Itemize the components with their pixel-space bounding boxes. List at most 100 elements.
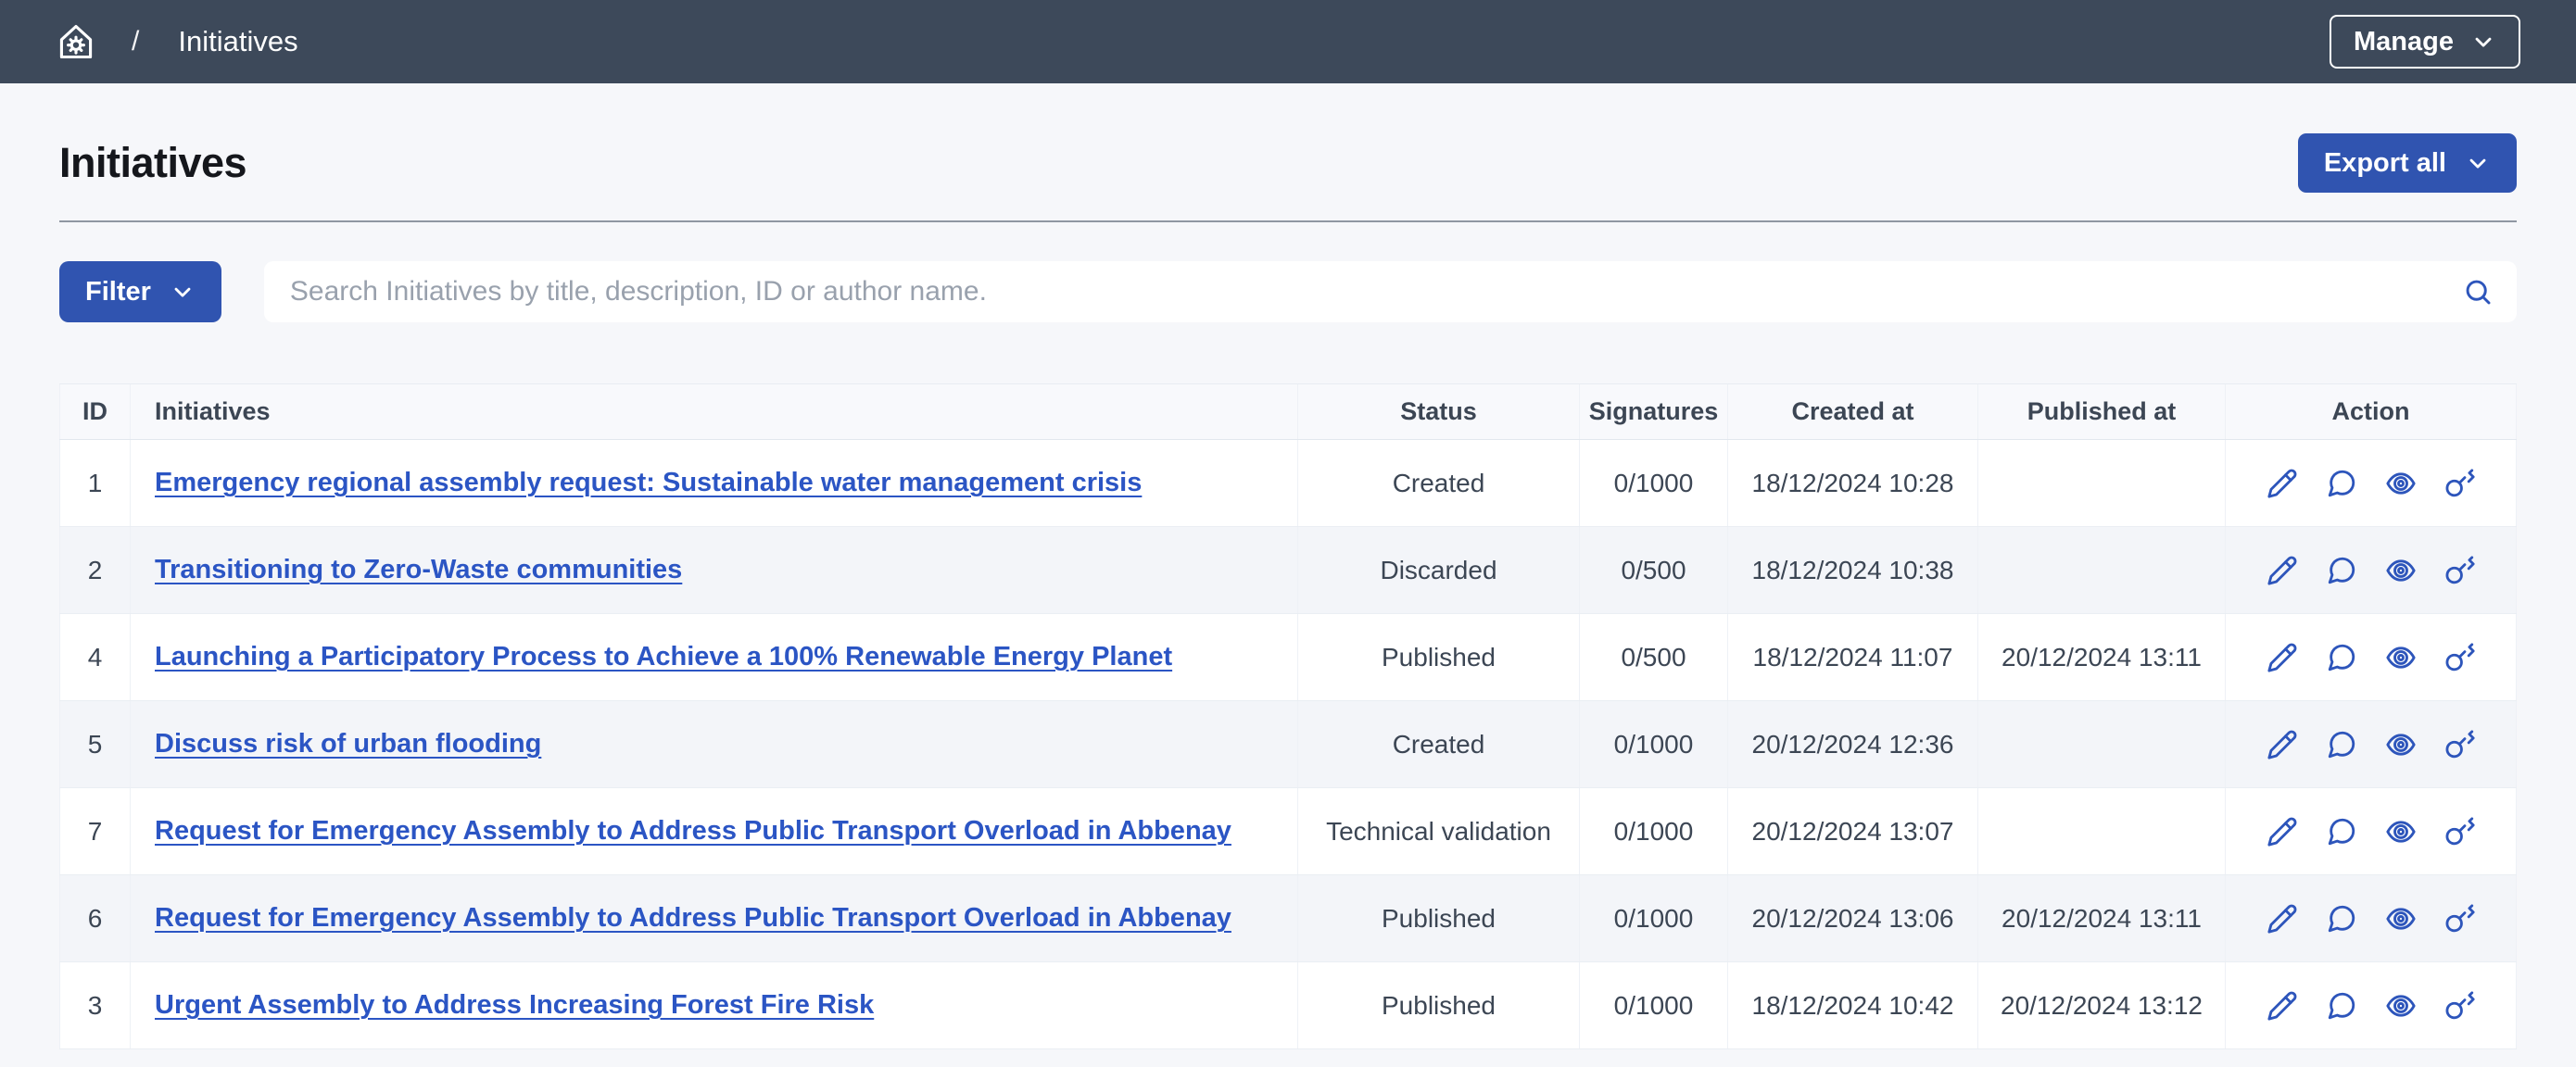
cell-published-at xyxy=(1977,526,2226,614)
cell-published-at xyxy=(1977,700,2226,788)
page-title: Initiatives xyxy=(59,139,247,186)
search-input[interactable] xyxy=(263,261,2517,322)
cell-published-at xyxy=(1977,787,2226,875)
initiative-link[interactable]: Request for Emergency Assembly to Addres… xyxy=(155,903,1231,933)
cell-signatures: 0/1000 xyxy=(1579,439,1728,527)
table-row: 1 Emergency regional assembly request: S… xyxy=(59,439,2517,527)
cell-created-at: 20/12/2024 13:06 xyxy=(1727,874,1978,962)
cell-created-at: 18/12/2024 10:42 xyxy=(1727,961,1978,1049)
preview-button[interactable] xyxy=(2385,642,2417,673)
speech-bubble-icon xyxy=(2326,992,2357,1024)
edit-button[interactable] xyxy=(2267,642,2298,673)
cell-published-at: 20/12/2024 13:12 xyxy=(1977,961,2226,1049)
table-row: 7 Request for Emergency Assembly to Addr… xyxy=(59,787,2517,875)
column-header-initiatives: Initiatives xyxy=(130,383,1298,440)
top-navbar: / Initiatives Manage xyxy=(0,0,2576,83)
pencil-icon xyxy=(2267,730,2298,763)
speech-bubble-icon xyxy=(2326,644,2357,676)
column-header-published-at: Published at xyxy=(1977,383,2226,440)
answer-button[interactable] xyxy=(2326,816,2357,847)
chevron-down-icon xyxy=(2470,29,2496,55)
edit-button[interactable] xyxy=(2267,816,2298,847)
permissions-button[interactable] xyxy=(2444,468,2476,499)
cell-id: 1 xyxy=(59,439,131,527)
cell-signatures: 0/1000 xyxy=(1579,961,1728,1049)
key-icon xyxy=(2444,642,2476,676)
permissions-button[interactable] xyxy=(2444,729,2476,760)
table-header-row: ID Initiatives Status Signatures Created… xyxy=(59,383,2517,440)
preview-button[interactable] xyxy=(2385,555,2417,586)
preview-button[interactable] xyxy=(2385,990,2417,1022)
cell-status: Published xyxy=(1297,613,1580,701)
permissions-button[interactable] xyxy=(2444,642,2476,673)
cell-status: Discarded xyxy=(1297,526,1580,614)
search-icon[interactable] xyxy=(2463,277,2493,307)
preview-button[interactable] xyxy=(2385,729,2417,760)
preview-button[interactable] xyxy=(2385,468,2417,499)
initiative-link[interactable]: Request for Emergency Assembly to Addres… xyxy=(155,816,1231,846)
cell-created-at: 18/12/2024 10:28 xyxy=(1727,439,1978,527)
initiative-link[interactable]: Urgent Assembly to Address Increasing Fo… xyxy=(155,990,875,1020)
key-icon xyxy=(2444,729,2476,763)
chevron-down-icon xyxy=(170,279,196,305)
cell-status: Technical validation xyxy=(1297,787,1580,875)
key-icon xyxy=(2444,903,2476,937)
preview-button[interactable] xyxy=(2385,816,2417,847)
edit-button[interactable] xyxy=(2267,468,2298,499)
edit-button[interactable] xyxy=(2267,729,2298,760)
answer-button[interactable] xyxy=(2326,990,2357,1022)
table-row: 4 Launching a Participatory Process to A… xyxy=(59,613,2517,701)
initiatives-table: ID Initiatives Status Signatures Created… xyxy=(59,383,2517,1049)
cell-id: 6 xyxy=(59,874,131,962)
speech-bubble-icon xyxy=(2326,557,2357,589)
home-gear-icon xyxy=(56,21,96,62)
initiative-link[interactable]: Emergency regional assembly request: Sus… xyxy=(155,468,1143,497)
column-header-signatures: Signatures xyxy=(1579,383,1728,440)
filter-button[interactable]: Filter xyxy=(59,261,221,322)
initiative-link[interactable]: Launching a Participatory Process to Ach… xyxy=(155,642,1173,672)
eye-icon xyxy=(2385,646,2417,676)
speech-bubble-icon xyxy=(2326,905,2357,937)
answer-button[interactable] xyxy=(2326,729,2357,760)
eye-icon xyxy=(2385,994,2417,1024)
cell-id: 7 xyxy=(59,787,131,875)
manage-button[interactable]: Manage xyxy=(2330,15,2520,69)
answer-button[interactable] xyxy=(2326,555,2357,586)
edit-button[interactable] xyxy=(2267,903,2298,935)
manage-button-label: Manage xyxy=(2354,26,2454,56)
column-header-id: ID xyxy=(59,383,131,440)
pencil-icon xyxy=(2267,556,2298,589)
pencil-icon xyxy=(2267,904,2298,937)
cell-created-at: 18/12/2024 11:07 xyxy=(1727,613,1978,701)
permissions-button[interactable] xyxy=(2444,903,2476,935)
permissions-button[interactable] xyxy=(2444,990,2476,1022)
export-all-button[interactable]: Export all xyxy=(2297,133,2517,193)
main-content: Initiatives Export all Filter xyxy=(0,133,2576,1049)
eye-icon xyxy=(2385,733,2417,763)
cell-id: 4 xyxy=(59,613,131,701)
edit-button[interactable] xyxy=(2267,990,2298,1022)
answer-button[interactable] xyxy=(2326,903,2357,935)
answer-button[interactable] xyxy=(2326,468,2357,499)
filter-button-label: Filter xyxy=(85,276,151,307)
cell-published-at xyxy=(1977,439,2226,527)
table-row: 2 Transitioning to Zero-Waste communitie… xyxy=(59,526,2517,614)
breadcrumb-separator: / xyxy=(132,26,140,56)
cell-signatures: 0/500 xyxy=(1579,526,1728,614)
cell-published-at: 20/12/2024 13:11 xyxy=(1977,613,2226,701)
search-box xyxy=(263,261,2517,322)
cell-signatures: 0/1000 xyxy=(1579,787,1728,875)
cell-status: Published xyxy=(1297,874,1580,962)
answer-button[interactable] xyxy=(2326,642,2357,673)
permissions-button[interactable] xyxy=(2444,816,2476,847)
edit-button[interactable] xyxy=(2267,555,2298,586)
initiative-link[interactable]: Transitioning to Zero-Waste communities xyxy=(155,555,683,584)
initiative-link[interactable]: Discuss risk of urban flooding xyxy=(155,729,542,759)
pencil-icon xyxy=(2267,991,2298,1024)
pencil-icon xyxy=(2267,817,2298,850)
permissions-button[interactable] xyxy=(2444,555,2476,586)
preview-button[interactable] xyxy=(2385,903,2417,935)
cell-status: Created xyxy=(1297,439,1580,527)
home-link[interactable] xyxy=(56,21,96,62)
column-header-created-at: Created at xyxy=(1727,383,1978,440)
